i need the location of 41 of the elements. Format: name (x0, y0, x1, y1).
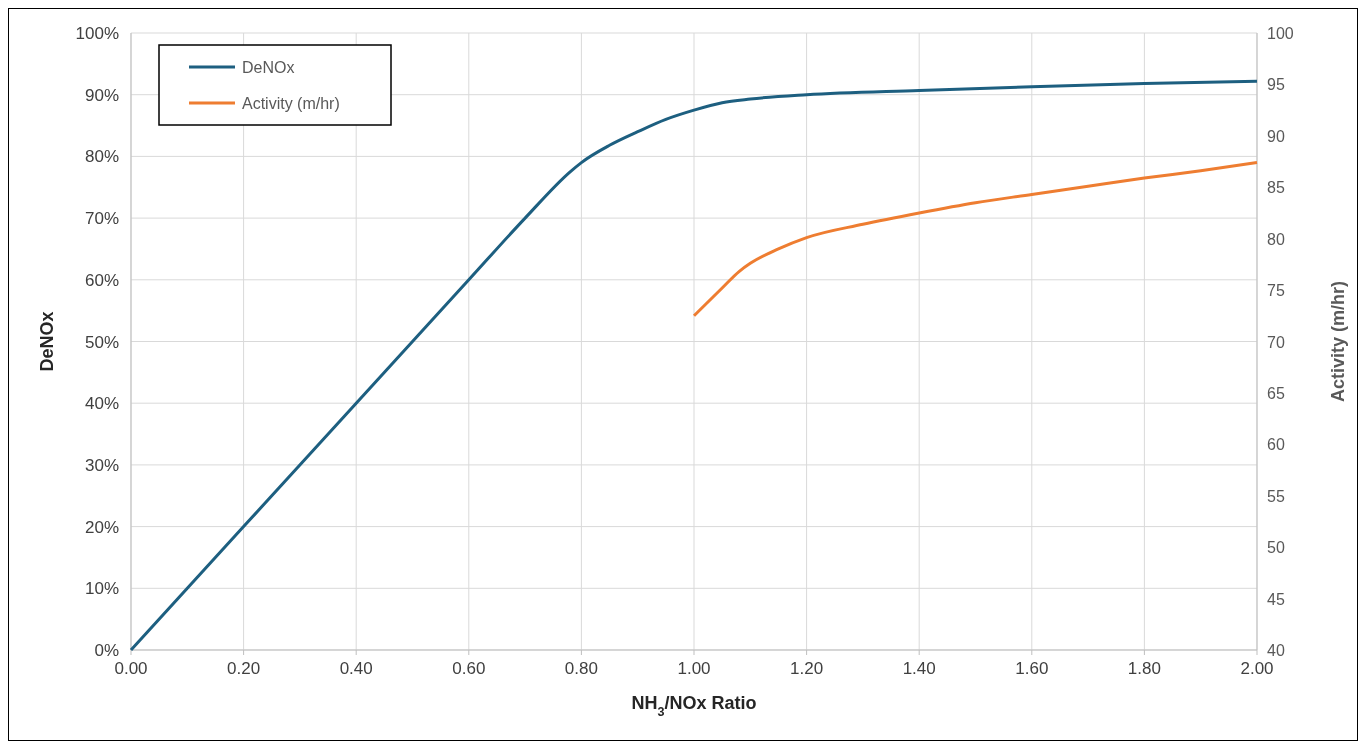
y-tick-label: 20% (84, 517, 119, 537)
y-tick-label: 0% (94, 641, 119, 660)
x-tick-label: 2.00 (1240, 659, 1274, 678)
y2-tick-label: 60 (1267, 436, 1285, 454)
y-tick-label: 100% (75, 24, 119, 43)
y2-tick-label: 95 (1267, 76, 1285, 94)
y2-tick-label: 50 (1267, 539, 1285, 557)
y-tick-label: 80% (84, 147, 119, 167)
y-tick-label: 10% (84, 579, 119, 599)
x-tick-label: 1.20 (790, 659, 824, 678)
y2-tick-label: 75 (1267, 282, 1285, 300)
line-series (692, 161, 1259, 318)
y2-tick-label: 85 (1267, 179, 1285, 197)
legend-label: DeNOx (242, 59, 295, 76)
y2-tick-label: 40 (1267, 642, 1285, 659)
x-tick-label: 1.40 (902, 659, 936, 678)
y-tick-label: 90% (84, 85, 119, 105)
y-axis-title: DeNOx (37, 311, 57, 372)
y-tick-label: 30% (84, 455, 119, 475)
y2-tick-label: 65 (1267, 384, 1285, 402)
x-tick-label: 1.00 (677, 659, 711, 678)
y-tick-label: 50% (84, 332, 119, 352)
y2-tick-label: 100 (1267, 25, 1294, 42)
x-tick-label: 0.80 (564, 659, 598, 678)
y2-tick-label: 45 (1267, 590, 1285, 608)
x-tick-label: 0.20 (227, 659, 261, 678)
y-tick-label: 40% (84, 394, 119, 414)
x-tick-label: 0.40 (339, 659, 373, 678)
x-tick-label: 1.80 (1127, 659, 1161, 678)
y2-tick-label: 90 (1267, 127, 1285, 145)
y2-tick-label: 55 (1267, 487, 1285, 505)
legend-label: Activity (m/hr) (242, 95, 340, 112)
y2-tick-label: 70 (1267, 333, 1285, 351)
x-tick-label: 0.00 (114, 659, 148, 678)
y2-axis-title: Activity (m/hr) (1328, 280, 1348, 403)
x-tick-label: 0.60 (452, 659, 486, 678)
x-tick-label: 1.60 (1015, 659, 1049, 678)
y-tick-label: 60% (84, 270, 119, 290)
y2-tick-label: 80 (1267, 230, 1285, 248)
y-tick-label: 70% (84, 209, 119, 229)
x-axis-title: NH$_{3}$/NOx Ratio (631, 693, 757, 719)
